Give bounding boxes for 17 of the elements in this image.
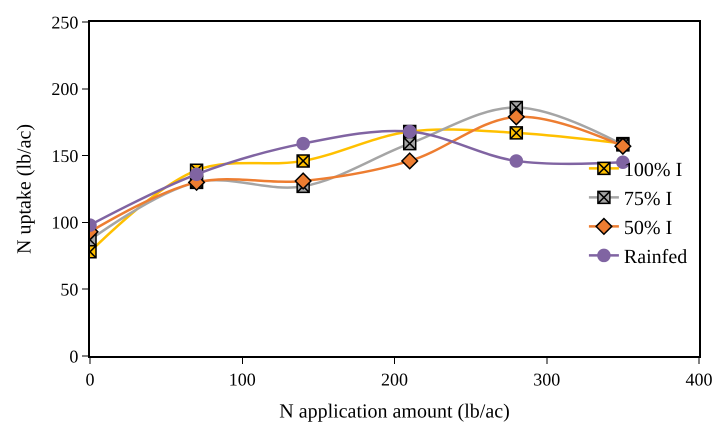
y-tick-label: 200 <box>51 79 78 100</box>
y-tick-label: 100 <box>51 212 78 233</box>
legend-label: 50% I <box>624 217 672 240</box>
x-tick-label: 300 <box>533 370 560 390</box>
y-tick-label: 0 <box>69 346 78 366</box>
x-tick-label: 400 <box>686 370 712 390</box>
x-tick-label: 0 <box>86 370 94 390</box>
legend-label: 100% I <box>624 159 682 182</box>
y-tick-label: 150 <box>51 146 78 166</box>
y-tick-label: 250 <box>51 12 78 32</box>
legend-label: Rainfed <box>624 246 688 268</box>
x-tick-label: 100 <box>228 370 256 390</box>
x-tick-label: 200 <box>381 370 408 390</box>
y-axis-title: N uptake (lb/ac) <box>13 124 36 254</box>
legend-label: 75% I <box>624 188 672 210</box>
y-tick-label: 50 <box>60 280 78 300</box>
x-axis-title: N application amount (lb/ac) <box>279 400 510 423</box>
